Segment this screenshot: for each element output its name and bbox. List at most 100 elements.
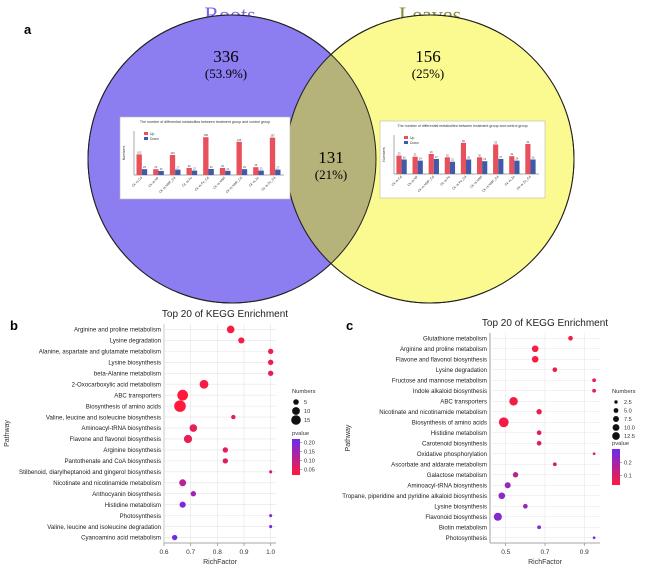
leaves-inset-bar-value: 31 [414, 153, 417, 157]
leaves-inset-bar-value: 32 [510, 152, 513, 156]
pathway-label-b: Aminoacyl-tRNA biosynthesis [81, 425, 161, 432]
size-legend-label-b: 10 [304, 409, 310, 415]
pathway-label-b: beta-Alanine metabolism [94, 370, 161, 377]
roots-inset-legend-label: Down [150, 137, 159, 141]
leaves-inset-ylabel: Numbers [382, 147, 386, 162]
roots-inset-bar [269, 137, 276, 175]
leaves-inset-bar-value: 54 [526, 140, 529, 144]
leaves-inset-bar [482, 161, 488, 174]
bubble-point-b [222, 447, 229, 453]
chart-title-c: Top 20 of KEGG Enrichment [482, 318, 608, 329]
size-legend-title-b: Numbers [292, 389, 316, 395]
kegg-bubble-panel-b: b Top 20 of KEGG Enrichment 0.6 0.7 0.8 0.9 1… [4, 309, 316, 566]
bubble-point-c [509, 396, 518, 406]
venn-panel: a Roots Leaves 336 (53.9%) 156 (25%) 131… [24, 2, 575, 304]
leaves-inset-bar-value: 26 [532, 156, 535, 160]
x-axis-label-b: RichFactor [203, 559, 238, 566]
bubble-point-b [267, 359, 274, 366]
leaves-inset-bar-value: 24 [515, 157, 518, 161]
leaves-inset-legend-label: Down [410, 141, 419, 145]
pathway-label-b: Photosynthesis [120, 513, 161, 520]
roots-inset-bar [219, 168, 226, 175]
leaves-inset-bar-value: 22 [451, 158, 454, 162]
pathway-label-b: Alanine, aspartate and glutamate metabol… [39, 349, 161, 356]
size-legend-dot-c [612, 432, 620, 440]
size-legend-label-c: 5.0 [624, 409, 632, 415]
bubble-point-c [531, 345, 539, 353]
roots-inset-bar-value: 35 [221, 164, 224, 168]
size-legend-label-c: 12.5 [624, 434, 635, 440]
bubble-point-c [537, 525, 542, 530]
pathway-label-b: Pantothenate and CoA biosynthesis [64, 458, 161, 465]
bubble-point-c [531, 355, 539, 363]
leaves-inset-bar [525, 143, 531, 174]
y-axis-label-b: Pathway [4, 420, 11, 447]
roots-inset-bar-value: 27 [176, 166, 179, 170]
pathway-label-b: Biosynthesis of amino acids [86, 403, 161, 410]
leaves-inset-bar [449, 161, 456, 174]
pathway-label-c: Aminoacyl-tRNA biosynthesis [407, 482, 487, 489]
size-legend-label-b: 15 [304, 418, 310, 424]
bubble-point-b [238, 337, 245, 344]
intersection-percent: (21%) [315, 167, 348, 182]
leaves-inset-bar-value: 27 [435, 155, 438, 159]
pathway-label-b: Lysine biosynthesis [108, 360, 161, 367]
chart-title-b: Top 20 of KEGG Enrichment [162, 309, 288, 320]
leaves-inset-category-label: Ck vs Zn [504, 175, 516, 187]
leaves-inset-bar [498, 158, 504, 174]
bubble-point-b [267, 348, 274, 355]
size-legend-dot-c [613, 416, 619, 422]
roots-inset-bar [236, 141, 242, 175]
size-legend-dot-b [293, 399, 299, 405]
color-legend-bar-c [612, 449, 620, 485]
roots-inset-bar [153, 169, 159, 175]
roots-inset-bar-value: 166 [237, 138, 242, 142]
x-tick-label-b: 0.8 [213, 549, 222, 556]
roots-inset-bar [186, 168, 192, 175]
leaves-inset-bar-value: 56 [462, 139, 465, 143]
color-legend-bar-b [292, 439, 300, 475]
color-legend-label-c: 0.1 [624, 474, 632, 480]
size-legend-label-b: 5 [304, 400, 307, 406]
leaves-inset-bar-chart: The number of differential metabolites b… [379, 120, 546, 199]
x-tick-label-c: 0.7 [540, 549, 549, 556]
bubble-point-b [189, 424, 198, 432]
leaves-inset-bar [466, 159, 472, 174]
roots-inset-bar-value: 187 [270, 134, 275, 138]
roots-inset-bar-value: 29 [243, 165, 246, 169]
pathway-label-b: Histidine metabolism [105, 502, 161, 509]
leaves-inset-title: The number of differential metabolites b… [397, 124, 527, 128]
roots-inset-bar [241, 169, 248, 175]
pathway-label-b: Nicotinate and nicotinamide metabolism [53, 480, 161, 487]
bubble-point-c [568, 335, 573, 341]
roots-inset-bar-value: 29 [154, 165, 157, 169]
bubble-point-c [536, 409, 542, 415]
bubble-point-b [179, 501, 186, 508]
bubble-point-b [199, 379, 209, 389]
pathway-label-c: Biotin metabolism [439, 524, 487, 531]
pathway-label-c: Biosynthesis of amino acids [412, 419, 487, 426]
pathway-label-c: Histidine metabolism [431, 430, 487, 437]
bubble-point-c [493, 512, 502, 521]
pathway-label-c: Carotenoid biosynthesis [422, 440, 487, 447]
bubble-point-c [552, 462, 557, 467]
roots-inset-title: The number of differential metabolites b… [140, 120, 270, 124]
size-legend-dot-b [292, 407, 300, 415]
bubble-point-c [592, 536, 596, 540]
roots-inset-bar-value: 189 [204, 133, 209, 137]
leaves-inset-bar [396, 155, 402, 174]
roots-inset-bar [203, 137, 209, 175]
leaves-inset-bar [444, 157, 450, 174]
x-tick-label-c: 0.5 [501, 549, 510, 556]
bubble-point-c [536, 430, 542, 436]
bubble-point-c [523, 503, 528, 509]
leaves-inset-bar-value: 24 [419, 157, 422, 161]
pathway-label-c: Lysine degradation [436, 367, 487, 374]
leaves-inset-bar-value: 26 [467, 156, 470, 160]
leaves-inset-bar [433, 158, 439, 174]
leaves-count: 156 [415, 47, 441, 66]
bubble-point-b [269, 525, 273, 529]
x-tick-label-c: 0.9 [580, 549, 589, 556]
intersection-count: 131 [318, 148, 344, 167]
roots-inset-bar-value: 27 [276, 166, 279, 170]
